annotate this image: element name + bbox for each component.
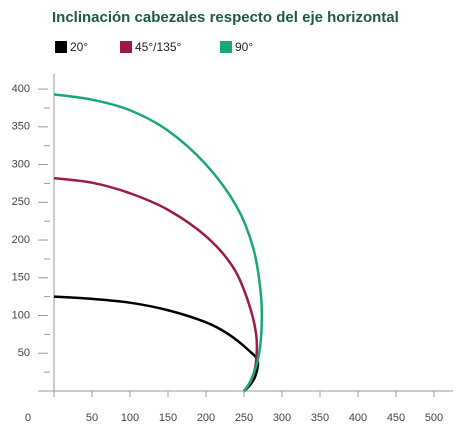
legend-swatch (55, 41, 67, 53)
x-tick-label: 400 (349, 412, 367, 424)
series-line (53, 93, 264, 392)
legend-label: 45°/135° (135, 40, 182, 54)
x-tick-label: 100 (121, 412, 139, 424)
y-tick-label: 350 (12, 121, 30, 133)
series-line (53, 176, 259, 392)
y-tick-label: 100 (12, 309, 30, 321)
x-tick-label: 50 (86, 412, 98, 424)
y-tick-label: 200 (12, 234, 30, 246)
x-tick-label: 150 (159, 412, 177, 424)
chart-title: Inclinación cabezales respecto del eje h… (52, 9, 399, 26)
x-tick-label: 250 (235, 412, 253, 424)
y-tick-label: 150 (12, 272, 30, 284)
legend-swatch (120, 41, 132, 53)
y-tick-label: 300 (12, 158, 30, 170)
x-tick-label: 200 (197, 412, 215, 424)
legend-label: 90° (235, 40, 253, 54)
x-tick-label: 350 (311, 412, 329, 424)
legend-label: 20° (70, 40, 88, 54)
y-tick-label: 400 (12, 83, 30, 95)
x-tick-label: 300 (273, 412, 291, 424)
legend-swatch (220, 41, 232, 53)
series-line (53, 295, 260, 392)
x-tick-label: 500 (425, 412, 443, 424)
x-tick-label: 450 (387, 412, 405, 424)
y-tick-label: 250 (12, 196, 30, 208)
x-tick-label: 0 (25, 412, 31, 424)
y-tick-label: 50 (18, 347, 30, 359)
